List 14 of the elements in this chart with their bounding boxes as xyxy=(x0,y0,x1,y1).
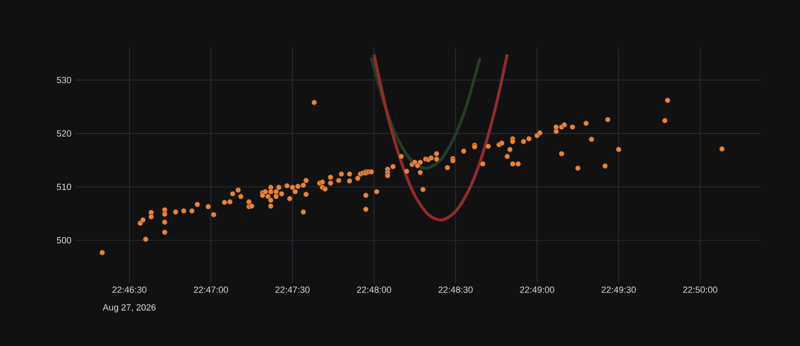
y-tick-label: 510 xyxy=(56,184,72,190)
x-tick-label: 22:49:00 xyxy=(520,286,554,293)
y-tick-label: 500 xyxy=(56,237,72,244)
x-tick-label: 22:47:00 xyxy=(194,286,228,293)
x-tick-label: 22:48:00 xyxy=(357,286,392,293)
x-tick-label: 22:49:30 xyxy=(602,286,636,293)
y-tick-label: 520 xyxy=(56,130,72,137)
x-tick-label: 22:46:30 xyxy=(112,286,146,293)
x-tick-label: 22:50:00 xyxy=(683,286,718,293)
x-tick-label: 22:47:30 xyxy=(275,286,310,293)
text: Aug 27, 2026 xyxy=(102,304,156,312)
x-tick-label: 22:48:30 xyxy=(438,286,473,293)
y-tick-label: 530 xyxy=(56,76,72,84)
line-series xyxy=(372,52,509,222)
